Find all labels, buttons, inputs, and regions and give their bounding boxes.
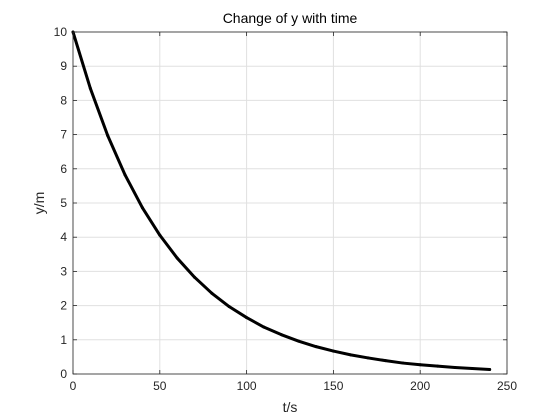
x-tick-label: 250	[497, 379, 517, 393]
series-point	[88, 86, 92, 90]
series-point	[193, 275, 197, 279]
x-axis-label: t/s	[283, 399, 298, 415]
x-tick-label: 50	[153, 379, 167, 393]
series-point	[262, 325, 266, 329]
series-point	[175, 256, 179, 260]
y-tick-label: 1	[60, 333, 67, 347]
series-point	[314, 345, 318, 349]
y-tick-label: 9	[60, 59, 67, 73]
y-tick-label: 3	[60, 264, 67, 278]
labels: Change of y with time t/s y/m	[31, 10, 358, 415]
y-tick-label: 8	[60, 93, 67, 107]
chart-title: Change of y with time	[223, 10, 358, 26]
y-tick-label: 7	[60, 128, 67, 142]
series-layer	[71, 30, 492, 372]
x-tick-label: 0	[70, 379, 77, 393]
series-point	[331, 349, 335, 353]
series-point	[366, 356, 370, 360]
y-tick-label: 2	[60, 299, 67, 313]
series-point	[140, 206, 144, 210]
x-tick-label: 100	[237, 379, 257, 393]
series-point	[123, 173, 127, 177]
series-point	[297, 339, 301, 343]
x-tick-label: 150	[323, 379, 343, 393]
y-tick-label: 10	[54, 25, 68, 39]
series-point	[279, 333, 283, 337]
y-axis-label: y/m	[31, 192, 47, 215]
series-point	[245, 316, 249, 320]
y-tick-label: 6	[60, 162, 67, 176]
series-point	[349, 353, 353, 357]
y-tick-label: 0	[60, 367, 67, 381]
series-point	[453, 366, 457, 369]
series-point	[106, 134, 110, 138]
series-point	[158, 233, 162, 237]
y-tick-label: 5	[60, 196, 67, 210]
series-point	[401, 361, 405, 365]
series-point	[227, 305, 231, 309]
series-point	[488, 368, 492, 372]
series-point	[436, 364, 440, 368]
y-tick-label: 4	[60, 230, 67, 244]
series-point	[383, 359, 387, 363]
series-point	[210, 291, 214, 295]
x-tick-label: 200	[410, 379, 430, 393]
series-point	[470, 367, 474, 371]
ticks: 0 50 100 150 200 250 0 1 2 3 4 5 6 7 8 9 10	[54, 25, 518, 393]
series-point	[418, 363, 422, 367]
